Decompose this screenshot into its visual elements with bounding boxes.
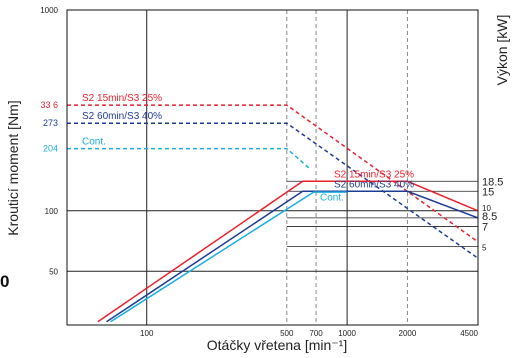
x-tick-label: 4500: [460, 329, 478, 338]
x-tick-label: 100: [140, 329, 154, 338]
y-tick-label-right: 10: [482, 204, 491, 213]
x-tick-label: 500: [280, 329, 294, 338]
series-label: S2 15min/S3 25%: [82, 93, 162, 104]
x-tick-label: 700: [309, 329, 323, 338]
series-label: Cont.: [82, 137, 106, 148]
torque-value-label: 204: [43, 144, 58, 154]
series-labels: S2 15min/S3 25%S2 60min/S3 40%Cont.S2 15…: [82, 93, 414, 203]
y-tick-label-left: 100: [45, 207, 59, 216]
stray-digit: 0: [0, 272, 10, 291]
series-line-power-s2-60min-s3-40-: [106, 190, 479, 323]
grid: [67, 9, 479, 325]
torque-value-label: 273: [43, 118, 58, 128]
plot-frame: [66, 9, 479, 326]
series-lines: [67, 104, 479, 323]
y-tick-label-left: 1000: [40, 6, 58, 15]
x-axis-label: Otáčky vřetena [min⁻¹]: [207, 337, 347, 353]
series-line-power-s2-15min-s3-25-: [97, 180, 479, 323]
y-tick-label-right: 8.5: [482, 211, 497, 223]
series-label: S2 15min/S3 25%: [334, 169, 414, 180]
y-tick-label-right: 18.5: [482, 176, 503, 188]
series-line-torque-s2-60min-s3-40-: [67, 122, 479, 259]
series-label: S2 60min/S3 40%: [334, 179, 414, 190]
y-tick-label-right: 7: [482, 221, 488, 233]
x-tick-label: 1000: [338, 329, 356, 338]
x-tick-label: 2000: [399, 329, 417, 338]
y-axis-label-right: Výkon [kW]: [494, 15, 510, 86]
series-line-torque-s2-15min-s3-25-: [67, 104, 479, 243]
torque-value-label: 33 6: [40, 100, 58, 110]
y-tick-label-left: 50: [49, 267, 58, 276]
y-axis-label-left: Krouticí moment [Nm]: [5, 100, 21, 235]
y-tick-label-right: 15: [482, 186, 494, 198]
series-label: S2 60min/S3 40%: [82, 111, 162, 122]
series-label: Cont.: [320, 192, 344, 203]
tick-labels: 100 500 700 1000 2000 4500 1000 100 50 18.515 108.…: [40, 6, 503, 338]
series-line-power-cont-: [110, 191, 348, 323]
y-tick-label-right: 5: [482, 243, 487, 252]
series-line-torque-cont-: [67, 147, 312, 171]
